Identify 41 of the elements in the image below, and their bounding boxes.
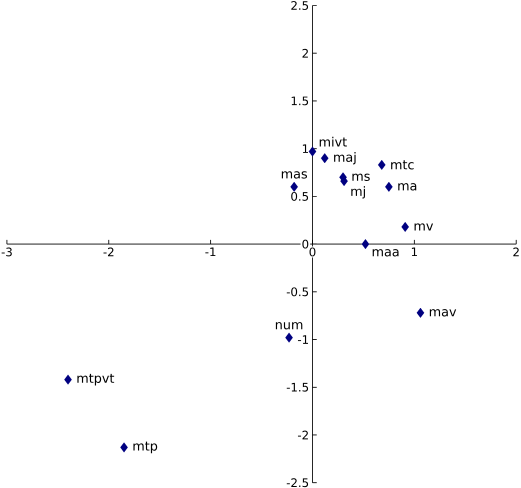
x-tick-label: 0 (310, 247, 316, 256)
x-tick-label: 2 (513, 247, 519, 256)
x-tick-label: -3 (2, 247, 12, 256)
x-tick-label: -2 (103, 247, 114, 256)
point (385, 182, 393, 192)
point (64, 374, 72, 385)
y-tick-label: 2 (302, 48, 308, 58)
annotation: mv (414, 223, 434, 230)
annotation: mtc (391, 160, 414, 170)
annotation: mas (282, 171, 307, 179)
y-tick-label: -1.5 (286, 382, 308, 392)
y-tick-label: 1 (302, 144, 308, 153)
x-tick-label: 1 (412, 247, 417, 256)
annotation: mtp (133, 441, 158, 454)
annotation: maa (372, 249, 399, 256)
point (308, 146, 316, 156)
y-tick-label: 2.5 (291, 0, 308, 10)
annotation: mivt (320, 136, 347, 146)
y-tick-label: 0.5 (291, 192, 308, 201)
annotation: maj (334, 152, 356, 164)
point (290, 182, 298, 192)
point (285, 332, 293, 343)
annotation: ma (398, 183, 416, 190)
point (362, 239, 370, 250)
point (120, 442, 128, 452)
annotation: mj (351, 186, 365, 198)
y-tick-label: 0 (302, 240, 308, 248)
point (320, 153, 329, 164)
y-tick-label: -2.5 (286, 478, 308, 488)
y-tick-label: 1.5 (292, 96, 308, 106)
y-tick-label: -0.5 (286, 287, 308, 296)
annotation: mtpvt (77, 374, 114, 386)
point (378, 160, 386, 170)
y-tick-label: -2 (298, 430, 308, 440)
y-tick-label: -1 (298, 335, 308, 344)
point (401, 222, 409, 232)
annotation: mav (430, 309, 456, 316)
annotation: num (276, 322, 302, 330)
x-tick-label: -1 (205, 247, 216, 256)
point (416, 308, 424, 318)
annotation: ms (352, 174, 370, 181)
